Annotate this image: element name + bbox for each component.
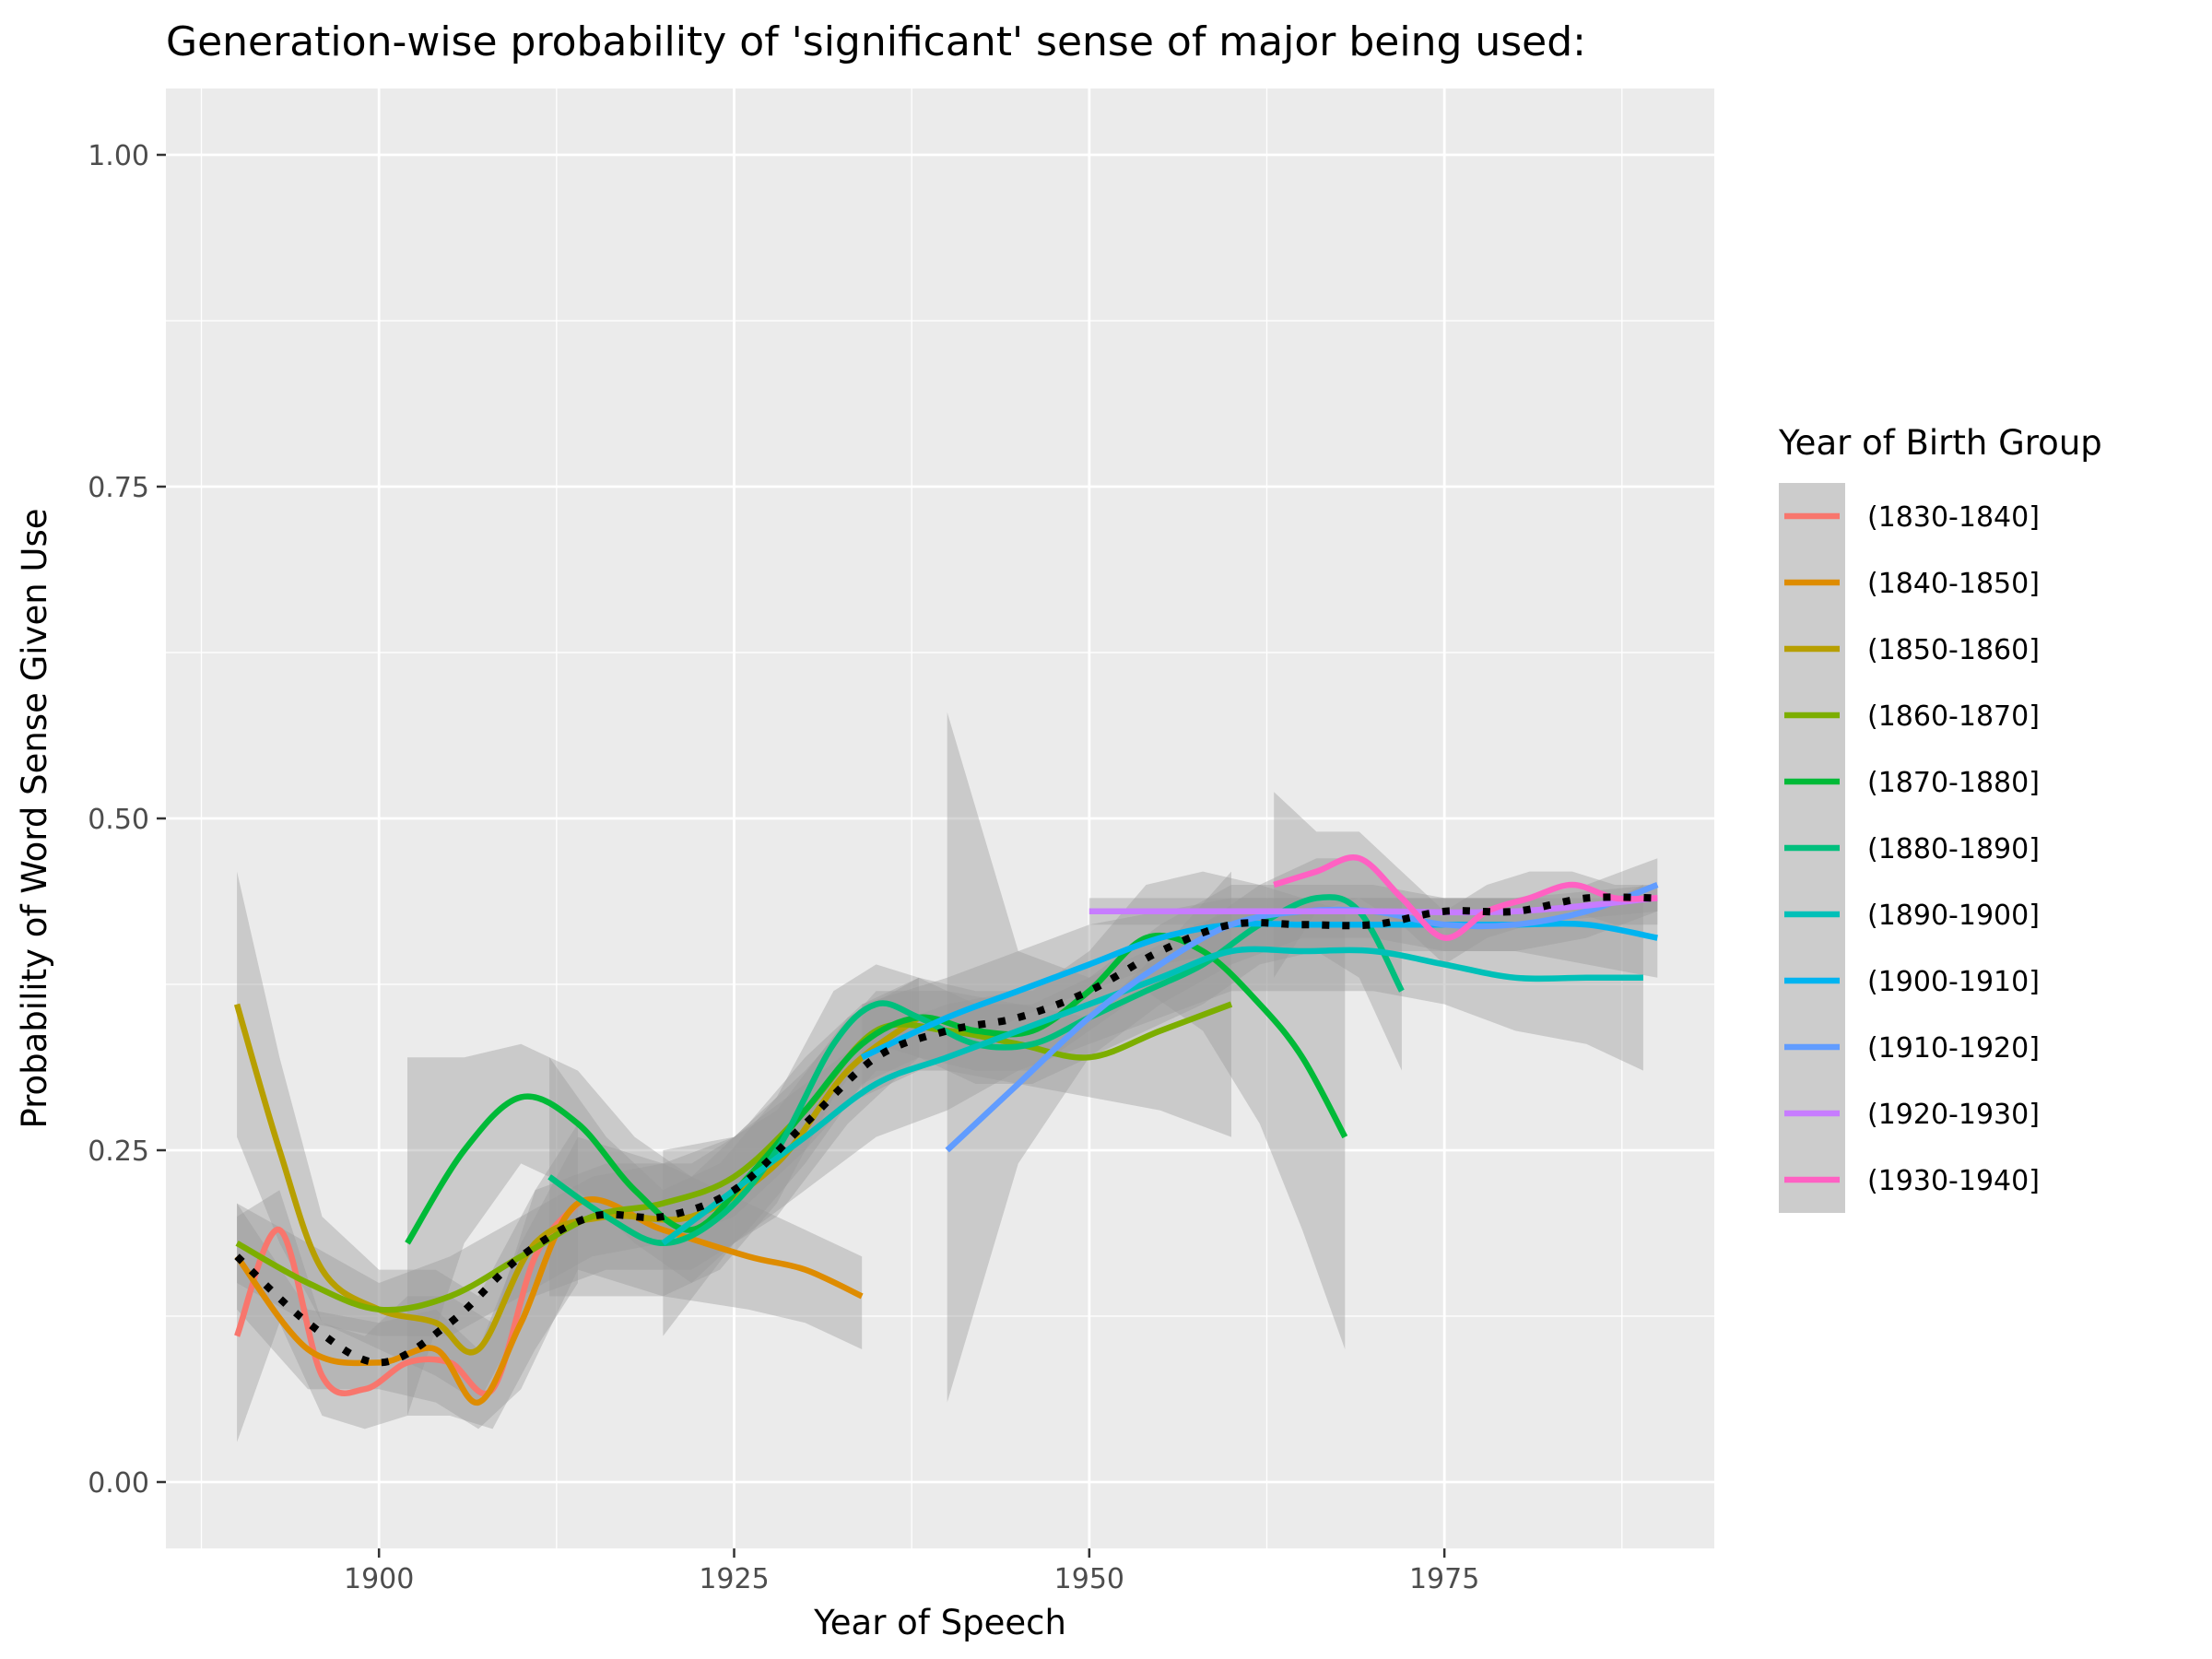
y-axis-ticks: 0.00 0.25 0.50 0.75 1.00 — [88, 140, 166, 1500]
legend-label: (1830-1840] — [1867, 501, 2040, 534]
legend-label: (1840-1850] — [1867, 568, 2040, 600]
series-line — [234, 1195, 864, 1406]
confidence-band — [1088, 885, 1658, 925]
confidence-band — [237, 1124, 578, 1442]
legend-label: (1920-1930] — [1867, 1099, 2040, 1131]
legend-label: (1890-1900] — [1867, 900, 2040, 932]
confidence-band — [237, 871, 919, 1403]
x-tick-label: 1975 — [1409, 1563, 1479, 1595]
major-gridlines — [166, 88, 1714, 1548]
y-tick-label: 0.75 — [88, 472, 149, 504]
legend-label: (1870-1880] — [1867, 767, 2040, 799]
legend-title: Year of Birth Group — [1778, 423, 2102, 463]
legend-label: (1850-1860] — [1867, 634, 2040, 666]
y-tick-label: 0.50 — [88, 804, 149, 836]
legend-label: (1930-1940] — [1867, 1165, 2040, 1197]
confidence-band — [862, 898, 1658, 1098]
y-tick-label: 0.25 — [88, 1135, 149, 1168]
y-tick-label: 1.00 — [88, 140, 149, 172]
x-tick-label: 1925 — [699, 1563, 769, 1595]
legend-label: (1880-1890] — [1867, 833, 2040, 865]
series-line — [235, 1001, 1233, 1313]
legend: Year of Birth Group (1830-1840] (1840-185… — [1778, 423, 2102, 1213]
chart-title: Generation-wise probability of 'signific… — [166, 18, 1586, 65]
x-axis-ticks: 1900 1925 1950 1975 — [344, 1548, 1479, 1595]
series-line — [1273, 854, 1658, 941]
legend-label: (1900-1910] — [1867, 966, 2040, 998]
x-tick-label: 1950 — [1054, 1563, 1124, 1595]
x-tick-label: 1900 — [344, 1563, 414, 1595]
legend-label: (1910-1920] — [1867, 1032, 2040, 1065]
series-line — [661, 946, 1643, 1246]
series-line — [234, 1201, 581, 1397]
y-tick-label: 0.00 — [88, 1467, 149, 1500]
confidence-band — [663, 885, 1643, 1336]
series-line — [1088, 895, 1658, 916]
legend-label: (1860-1870] — [1867, 700, 2040, 733]
x-axis-title: Year of Speech — [813, 1603, 1066, 1642]
series-lines — [233, 854, 1659, 1406]
y-axis-title: Probability of Word Sense Given Use — [15, 508, 54, 1128]
